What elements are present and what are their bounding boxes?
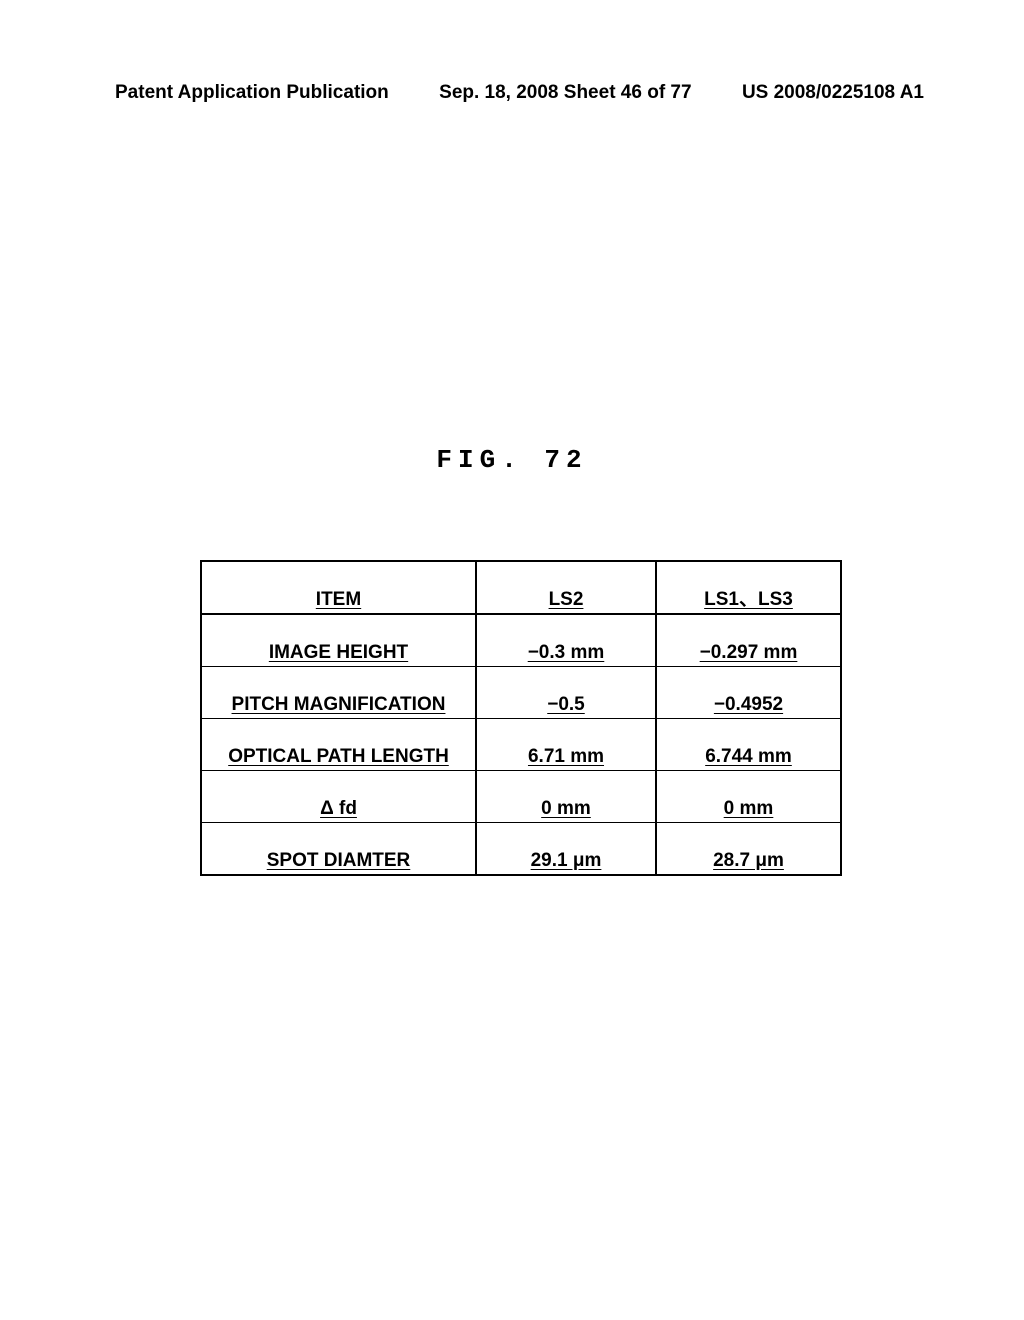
row-ls2: 0 mm <box>476 771 656 823</box>
row-label: OPTICAL PATH LENGTH <box>201 719 476 771</box>
col-header-ls1-ls3: LS1、LS3 <box>656 561 841 614</box>
col-header-item: ITEM <box>201 561 476 614</box>
header-center: Sep. 18, 2008 Sheet 46 of 77 <box>439 82 691 104</box>
table-header-row: ITEM LS2 LS1、LS3 <box>201 561 841 614</box>
row-ls13: 6.744 mm <box>656 719 841 771</box>
row-label: PITCH MAGNIFICATION <box>201 667 476 719</box>
header-left: Patent Application Publication <box>115 82 389 104</box>
page-header: Patent Application Publication Sep. 18, … <box>115 82 924 104</box>
row-ls13: 0 mm <box>656 771 841 823</box>
row-ls13: −0.297 mm <box>656 614 841 667</box>
figure-caption: FIG. 72 <box>0 445 1024 475</box>
table-row: SPOT DIAMTER 29.1 μm 28.7 μm <box>201 823 841 876</box>
row-ls2: 29.1 μm <box>476 823 656 876</box>
row-ls2: 6.71 mm <box>476 719 656 771</box>
row-ls13: 28.7 μm <box>656 823 841 876</box>
header-right: US 2008/0225108 A1 <box>742 82 924 104</box>
data-table: ITEM LS2 LS1、LS3 IMAGE HEIGHT −0.3 mm −0… <box>200 560 842 876</box>
page: Patent Application Publication Sep. 18, … <box>0 0 1024 1320</box>
table-row: PITCH MAGNIFICATION −0.5 −0.4952 <box>201 667 841 719</box>
row-label: SPOT DIAMTER <box>201 823 476 876</box>
table-row: IMAGE HEIGHT −0.3 mm −0.297 mm <box>201 614 841 667</box>
table-row: Δ fd 0 mm 0 mm <box>201 771 841 823</box>
row-ls13: −0.4952 <box>656 667 841 719</box>
row-ls2: −0.5 <box>476 667 656 719</box>
table-row: OPTICAL PATH LENGTH 6.71 mm 6.744 mm <box>201 719 841 771</box>
row-label: Δ fd <box>201 771 476 823</box>
data-table-wrap: ITEM LS2 LS1、LS3 IMAGE HEIGHT −0.3 mm −0… <box>200 560 840 876</box>
row-ls2: −0.3 mm <box>476 614 656 667</box>
row-label: IMAGE HEIGHT <box>201 614 476 667</box>
col-header-ls2: LS2 <box>476 561 656 614</box>
